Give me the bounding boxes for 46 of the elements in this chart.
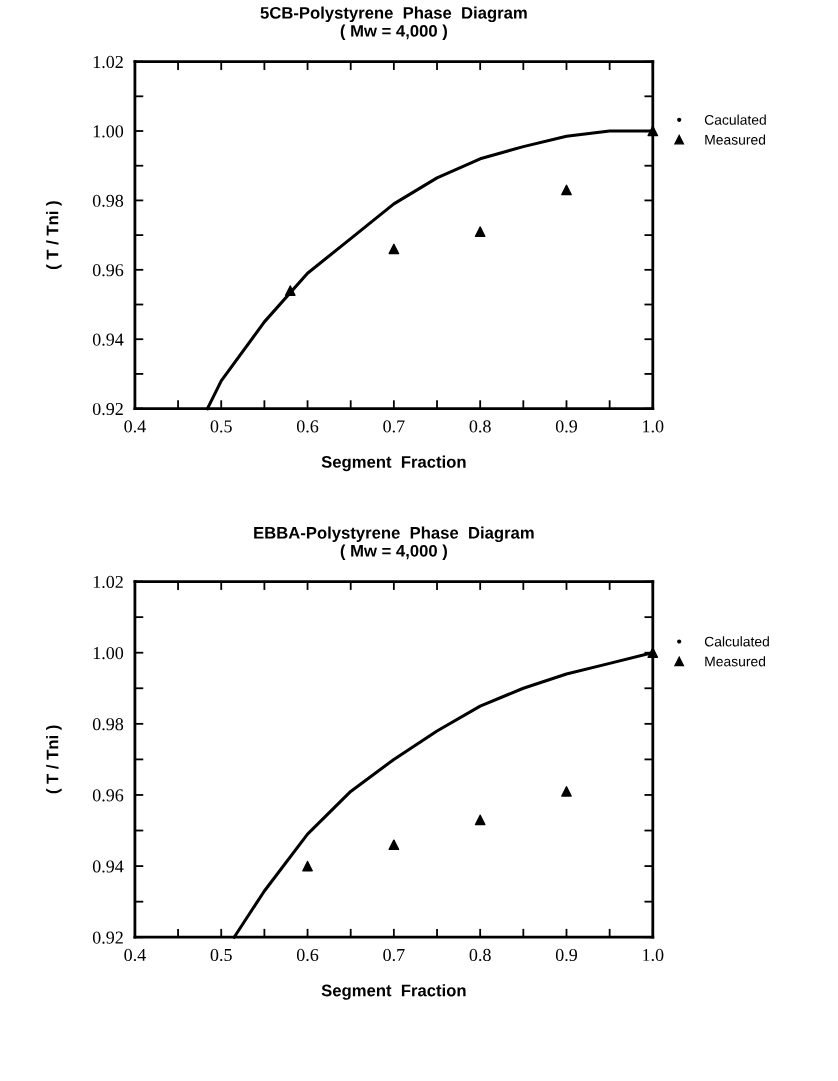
point [474, 814, 486, 826]
legend-label: Caculated [704, 114, 766, 125]
y-tick-label: 0.94 [92, 860, 124, 873]
y-tick-label: 0.98 [92, 718, 124, 731]
y-tick-label: 1.02 [93, 575, 123, 589]
x-axis-title: Segment Fraction [321, 455, 466, 472]
chart-title: EBBA-Polystyrene Phase Diagram ( Mw = 4,000 ) [254, 526, 534, 561]
y-tick-label: 0.96 [92, 264, 124, 277]
x-tick-label: 1.0 [643, 420, 664, 433]
point [388, 839, 400, 851]
x-tick-label: 0.9 [555, 420, 578, 433]
y-tick-label: 0.98 [92, 194, 124, 207]
x-tick-label: 0.7 [383, 948, 405, 962]
point [561, 184, 572, 196]
point [302, 860, 313, 872]
x-tick-label: 0.8 [469, 948, 491, 962]
x-tick-label: 0.6 [296, 420, 319, 433]
point [647, 647, 659, 659]
y-tick-label: 0.92 [92, 931, 123, 944]
point [284, 285, 296, 296]
point [647, 125, 659, 137]
y-tick-label: 0.96 [92, 789, 124, 802]
y-tick-label: 1.02 [93, 55, 123, 69]
point [388, 243, 400, 255]
y-axis-title: ( T / Tni ) [46, 725, 62, 794]
point [561, 786, 572, 797]
y-tick-label: 0.94 [92, 333, 124, 346]
chart-title: 5CB-Polystyrene Phase Diagram ( Mw = 4,000 ) [260, 6, 527, 41]
x-tick-label: 0.5 [210, 948, 232, 962]
x-tick-label: 0.8 [469, 420, 491, 433]
legend-label: Measured [705, 134, 766, 145]
legend-label: Calculated [704, 636, 769, 647]
x-tick-label: 1.0 [643, 948, 664, 962]
x-tick-label: 0.7 [383, 420, 405, 433]
point [474, 226, 486, 238]
x-tick-label: 0.6 [296, 948, 319, 962]
x-tick-label: 0.4 [124, 948, 146, 962]
x-tick-label: 0.4 [124, 420, 146, 433]
y-tick-label: 1.00 [93, 646, 124, 660]
x-tick-label: 0.5 [210, 420, 232, 433]
legend-label: Measured [705, 656, 766, 667]
y-axis-title: ( T / Tni ) [46, 201, 62, 269]
y-tick-label: 1.00 [93, 125, 124, 138]
x-axis-title: Segment Fraction [321, 984, 466, 1000]
x-tick-label: 0.9 [555, 948, 578, 962]
y-tick-label: 0.92 [92, 402, 123, 416]
